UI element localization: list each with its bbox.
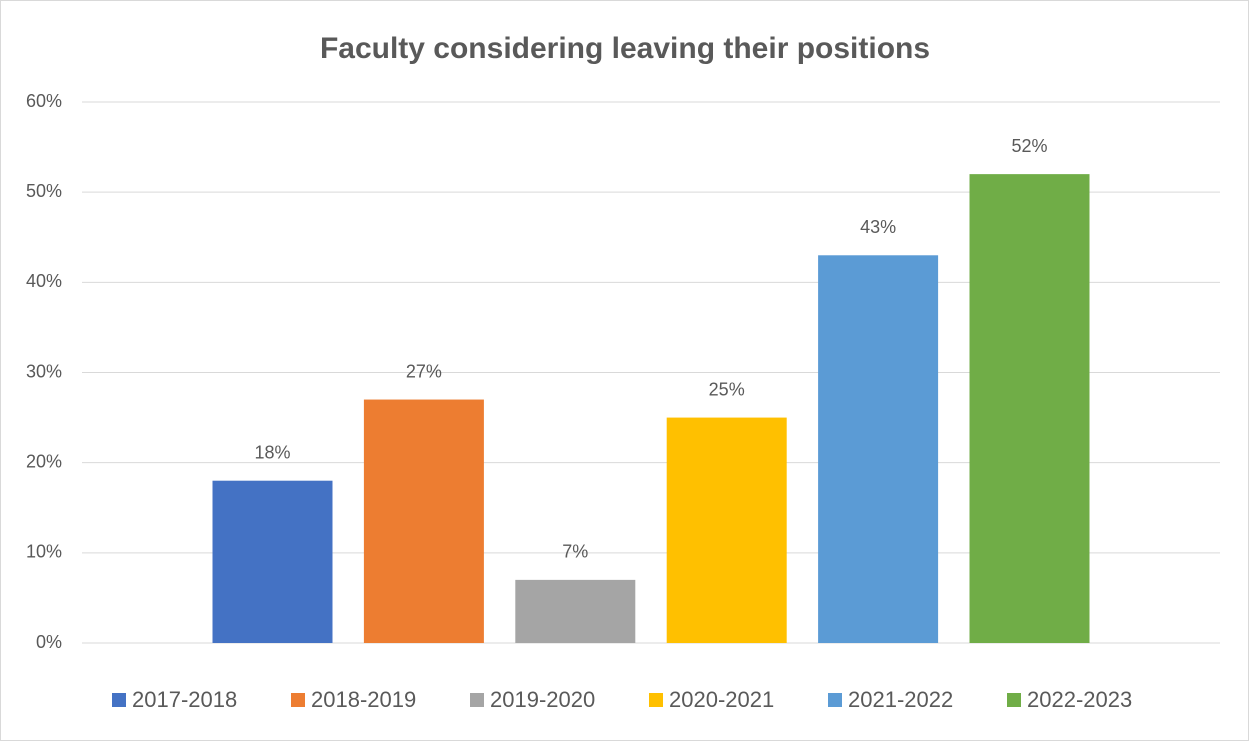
legend-label: 2018-2019 bbox=[311, 687, 416, 712]
y-tick-label: 60% bbox=[26, 91, 62, 111]
data-label: 7% bbox=[562, 542, 588, 562]
y-tick-label: 20% bbox=[26, 451, 62, 471]
legend-swatch bbox=[828, 693, 842, 707]
data-label: 43% bbox=[860, 217, 896, 237]
chart-title: Faculty considering leaving their positi… bbox=[320, 32, 930, 65]
y-tick-label: 0% bbox=[36, 632, 62, 652]
bar bbox=[363, 399, 484, 643]
data-label: 25% bbox=[709, 379, 745, 399]
data-label: 52% bbox=[1011, 136, 1047, 156]
bar bbox=[212, 480, 333, 643]
legend-label: 2019-2020 bbox=[490, 687, 595, 712]
legend-swatch bbox=[1007, 693, 1021, 707]
y-tick-label: 30% bbox=[26, 361, 62, 381]
legend-swatch bbox=[649, 693, 663, 707]
bar bbox=[818, 255, 939, 644]
legend-label: 2020-2021 bbox=[669, 687, 774, 712]
data-label: 18% bbox=[254, 442, 290, 462]
y-tick-label: 10% bbox=[26, 542, 62, 562]
legend-label: 2022-2023 bbox=[1027, 687, 1132, 712]
y-tick-label: 40% bbox=[26, 271, 62, 291]
data-label: 27% bbox=[406, 361, 442, 381]
legend-swatch bbox=[112, 693, 126, 707]
bar bbox=[969, 174, 1090, 643]
bar bbox=[515, 579, 636, 643]
legend-swatch bbox=[470, 693, 484, 707]
bar bbox=[666, 417, 787, 643]
legend-label: 2017-2018 bbox=[132, 687, 237, 712]
legend-swatch bbox=[291, 693, 305, 707]
legend-label: 2021-2022 bbox=[848, 687, 953, 712]
y-tick-label: 50% bbox=[26, 181, 62, 201]
